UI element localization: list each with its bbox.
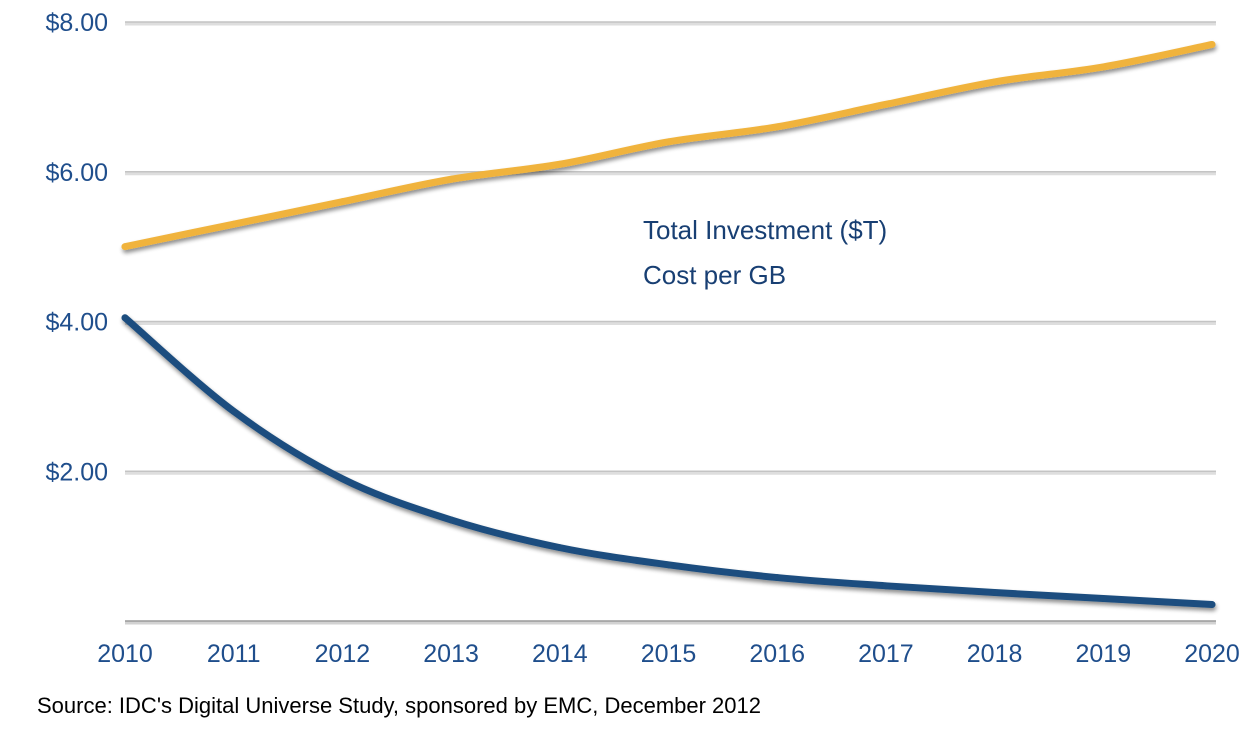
data-point: [230, 407, 238, 415]
grid: [125, 21, 1216, 475]
series: [121, 40, 1216, 609]
data-point: [665, 561, 672, 569]
data-point: [339, 198, 346, 206]
data-point: [1099, 63, 1107, 71]
data-point: [773, 574, 781, 581]
data-point: [1099, 595, 1107, 602]
data-point: [556, 160, 564, 168]
x-tick-label: 2018: [967, 640, 1023, 668]
data-point: [882, 582, 890, 590]
y-tick-label: $2.00: [45, 458, 108, 486]
data-point: [991, 589, 998, 596]
data-point: [773, 123, 781, 131]
chart-svg: $2.00 $4.00 $6.00 $8.00 2010 2011 2012 2013 2014…: [45, 9, 1239, 668]
data-point: [665, 138, 672, 146]
data-point: [121, 314, 129, 322]
data-point: [556, 544, 564, 552]
data-point: [1208, 41, 1216, 48]
x-tick-label: 2015: [641, 640, 697, 668]
legend: Total Investment ($T) Cost per GB: [591, 215, 887, 290]
x-tick-label: 2010: [97, 640, 153, 668]
legend-label-1: Cost per GB: [643, 260, 786, 290]
x-tick-label: 2013: [423, 640, 479, 668]
x-tick-label: 2020: [1184, 640, 1240, 668]
x-tick-label: 2016: [749, 640, 805, 668]
y-tick-label: $8.00: [45, 9, 108, 37]
source-note: Source: IDC's Digital Universe Study, sp…: [37, 693, 761, 718]
data-point: [991, 78, 998, 86]
legend-label-0: Total Investment ($T): [643, 215, 887, 245]
data-point: [447, 516, 455, 524]
x-tick-label: 2011: [207, 640, 261, 668]
data-point: [882, 100, 890, 108]
data-point: [339, 475, 346, 483]
axes: $2.00 $4.00 $6.00 $8.00 2010 2011 2012 2013 2014…: [45, 9, 1239, 668]
data-point: [1208, 601, 1216, 608]
x-tick-label: 2012: [315, 640, 371, 668]
data-point: [121, 243, 129, 251]
data-point: [447, 175, 455, 183]
x-tick-label: 2019: [1075, 640, 1131, 668]
data-point: [230, 220, 238, 228]
x-tick-label: 2014: [532, 640, 588, 668]
y-tick-label: $6.00: [45, 159, 108, 187]
y-tick-label: $4.00: [45, 309, 108, 337]
x-tick-label: 2017: [858, 640, 914, 668]
